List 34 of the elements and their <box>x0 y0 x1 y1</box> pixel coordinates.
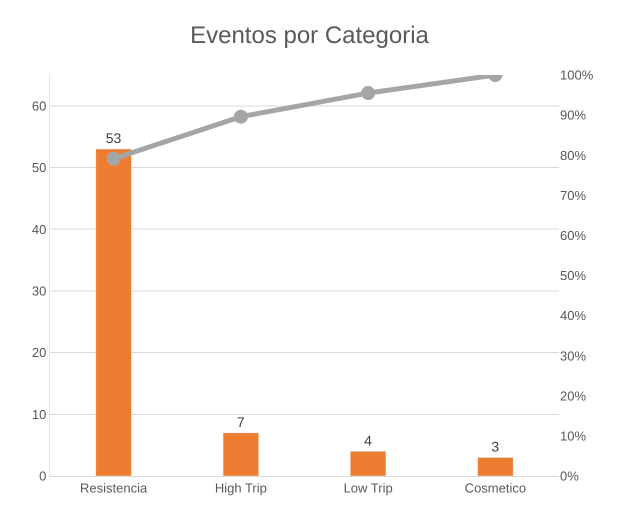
y2-tick-label: 80% <box>560 148 586 163</box>
bar <box>96 148 132 476</box>
point <box>361 86 376 100</box>
data-label: 3 <box>491 438 500 454</box>
y2-tick-label: 60% <box>560 228 586 243</box>
y2-tick-label: 10% <box>560 428 586 444</box>
y-tick-label: 20 <box>32 345 46 360</box>
data-label: 53 <box>106 130 122 146</box>
chart-title: Eventos por Categoria <box>190 22 430 50</box>
y2-tick-label: 20% <box>560 388 586 404</box>
y-tick-label: 30 <box>32 283 46 298</box>
bar <box>222 432 259 476</box>
x-tick-label: Low Trip <box>344 480 393 496</box>
y-tick-label: 40 <box>32 222 46 237</box>
y-tick-label: 60 <box>32 98 46 114</box>
y2-tick-label: 0% <box>560 468 580 484</box>
x-tick-label: Cosmetico <box>464 480 526 496</box>
bar <box>477 457 514 476</box>
x-tick-label: Resistencia <box>80 480 148 496</box>
y2-tick-label: 50% <box>560 268 586 284</box>
y2-tick-label: 70% <box>560 188 586 203</box>
x-tick-label: High Trip <box>214 480 267 496</box>
point <box>234 110 248 124</box>
y-tick-label: 50 <box>32 160 46 176</box>
y-tick-label: 10 <box>32 406 46 422</box>
y2-tick-label: 40% <box>560 308 586 324</box>
point <box>106 152 121 166</box>
y2-tick-label: 90% <box>560 108 586 123</box>
data-label: 7 <box>236 414 245 430</box>
y2-tick-label: 100% <box>560 68 594 83</box>
data-label: 4 <box>364 432 372 448</box>
bar <box>350 451 386 476</box>
y2-tick-label: 30% <box>560 348 586 364</box>
y-tick-label: 0 <box>39 468 46 484</box>
